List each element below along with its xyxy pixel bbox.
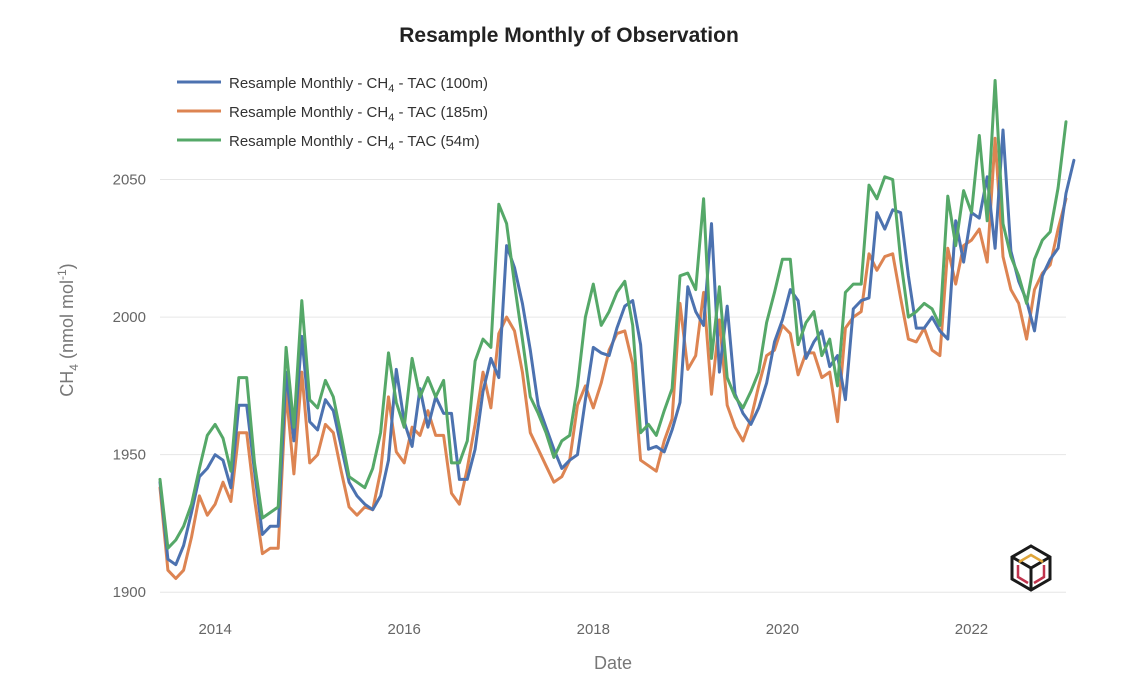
x-tick-label: 2016 [388, 621, 421, 638]
legend-item-100m[interactable]: Resample Monthly - CH4 - TAC (100m) [177, 75, 488, 95]
series-line-100m [158, 128, 1076, 567]
y-axis-title: CH4 (nmol mol-1) [55, 263, 81, 396]
legend-label-100m: Resample Monthly - CH4 - TAC (100m) [229, 75, 488, 95]
legend-label-185m: Resample Monthly - CH4 - TAC (185m) [229, 104, 488, 124]
x-axis-title: Date [594, 653, 632, 673]
series-line-185m [158, 136, 1068, 580]
chart-title: Resample Monthly of Observation [399, 24, 739, 47]
y-tick-label: 1900 [113, 584, 146, 601]
legend-label-54m: Resample Monthly - CH4 - TAC (54m) [229, 133, 480, 153]
x-axis-ticks: 2014 2016 2018 2020 2022 [198, 621, 988, 638]
x-tick-label: 2018 [577, 621, 610, 638]
logo-accent-top [1018, 553, 1044, 564]
y-axis-ticks: 1900 1950 2000 2050 [113, 172, 146, 602]
logo-accent-left [1016, 565, 1029, 585]
series-lines [158, 79, 1076, 580]
y-tick-label: 1950 [113, 447, 146, 464]
x-tick-label: 2022 [955, 621, 988, 638]
gridlines [160, 179, 1066, 593]
y-tick-label: 2000 [113, 309, 146, 326]
x-tick-label: 2014 [198, 621, 231, 638]
legend[interactable]: Resample Monthly - CH4 - TAC (100m) Resa… [177, 75, 488, 153]
hexagon-cube-logo-icon [1010, 544, 1052, 592]
legend-item-185m[interactable]: Resample Monthly - CH4 - TAC (185m) [177, 104, 488, 124]
legend-item-54m[interactable]: Resample Monthly - CH4 - TAC (54m) [177, 133, 480, 153]
series-line-54m [158, 79, 1068, 550]
logo-accent-right [1033, 565, 1046, 585]
y-tick-label: 2050 [113, 172, 146, 189]
x-tick-label: 2020 [766, 621, 799, 638]
